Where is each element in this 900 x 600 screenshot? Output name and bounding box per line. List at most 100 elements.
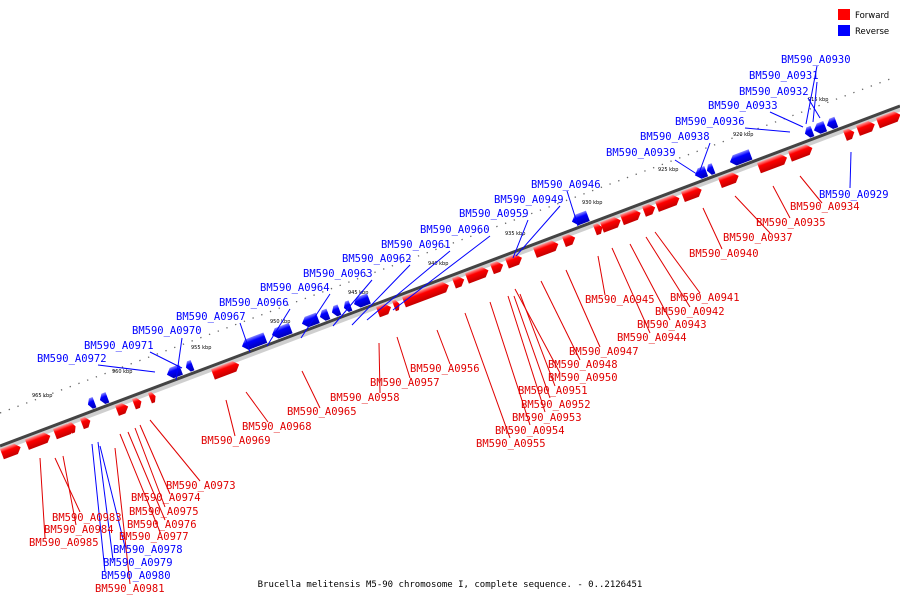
gene-label-forward[interactable]: BM590_A0945 <box>585 294 655 306</box>
gene-label-forward[interactable]: BM590_A0943 <box>637 319 707 331</box>
gene-label-forward[interactable]: BM590_A0953 <box>512 412 582 424</box>
gene-label-forward[interactable]: BM590_A0934 <box>790 201 860 213</box>
gene-label-forward[interactable]: BM590_A0977 <box>119 531 189 543</box>
gene-label-reverse[interactable]: BM590_A0972 <box>37 353 107 365</box>
gene-label-forward[interactable]: BM590_A0956 <box>410 363 480 375</box>
gene-label-reverse[interactable]: BM590_A0970 <box>132 325 202 337</box>
gene-arrow-forward[interactable] <box>490 260 505 275</box>
gene-arrow-forward[interactable] <box>642 202 657 217</box>
gene-label-forward[interactable]: BM590_A0957 <box>370 377 440 389</box>
gene-arrow-reverse[interactable] <box>184 360 195 373</box>
gene-arrow-forward[interactable] <box>465 265 490 284</box>
gene-arrow-forward[interactable] <box>376 302 393 318</box>
gene-arrow-forward[interactable] <box>25 431 52 450</box>
gene-arrow-forward[interactable] <box>148 391 158 404</box>
gene-arrow-forward[interactable] <box>505 253 524 269</box>
gene-arrow-reverse[interactable] <box>98 392 110 405</box>
gene-arrow-reverse[interactable] <box>318 308 331 322</box>
gene-arrow-forward[interactable] <box>655 193 681 212</box>
gene-label-forward[interactable]: BM590_A0944 <box>617 332 687 344</box>
gene-label-reverse[interactable]: BM590_A0966 <box>219 297 289 309</box>
gene-label-forward[interactable]: BM590_A0976 <box>127 519 197 531</box>
gene-arrow-forward[interactable] <box>856 119 877 136</box>
gene-label-reverse[interactable]: BM590_A0932 <box>739 86 809 98</box>
gene-label-reverse[interactable]: BM590_A0979 <box>103 557 173 569</box>
gene-arrow-forward[interactable] <box>843 127 856 141</box>
gene-label-reverse[interactable]: BM590_A0939 <box>606 147 676 159</box>
gene-label-reverse[interactable]: BM590_A0959 <box>459 208 529 220</box>
gene-label-reverse[interactable]: BM590_A0960 <box>420 224 490 236</box>
gene-label-forward[interactable]: BM590_A0955 <box>476 438 546 450</box>
gene-label-forward[interactable]: BM590_A0947 <box>569 346 639 358</box>
leader-line <box>807 97 821 119</box>
gene-label-reverse[interactable]: BM590_A0961 <box>381 239 451 251</box>
gene-arrow-forward[interactable] <box>0 442 23 460</box>
gene-label-forward[interactable]: BM590_A0984 <box>44 524 114 536</box>
gene-label-forward[interactable]: BM590_A0948 <box>548 359 618 371</box>
gene-label-forward[interactable]: BM590_A0940 <box>689 248 759 260</box>
gene-label-forward[interactable]: BM590_A0983 <box>52 512 122 524</box>
gene-label-reverse[interactable]: BM590_A0963 <box>303 268 373 280</box>
gene-arrow-reverse[interactable] <box>803 125 815 139</box>
gene-arrow-forward[interactable] <box>718 171 741 189</box>
gene-arrow-reverse[interactable] <box>270 322 293 340</box>
gene-label-reverse[interactable]: BM590_A0930 <box>781 54 851 66</box>
gene-label-forward[interactable]: BM590_A0951 <box>518 385 588 397</box>
gene-arrow-forward[interactable] <box>402 280 451 308</box>
gene-label-reverse[interactable]: BM590_A0933 <box>708 100 778 112</box>
gene-arrow-forward[interactable] <box>68 421 78 434</box>
gene-label-reverse[interactable]: BM590_A0962 <box>342 253 412 265</box>
gene-label-forward[interactable]: BM590_A0974 <box>131 492 201 504</box>
gene-arrow-forward[interactable] <box>53 422 76 440</box>
gene-arrow-forward[interactable] <box>392 299 402 312</box>
gene-arrow-reverse[interactable] <box>728 149 753 167</box>
gene-label-reverse[interactable]: BM590_A0980 <box>101 570 171 582</box>
gene-arrow-reverse[interactable] <box>165 364 183 380</box>
gene-label-forward[interactable]: BM590_A0965 <box>287 406 357 418</box>
gene-label-reverse[interactable]: BM590_A0946 <box>531 179 601 191</box>
gene-label-forward[interactable]: BM590_A0969 <box>201 435 271 447</box>
gene-arrow-forward[interactable] <box>876 110 900 129</box>
gene-label-forward[interactable]: BM590_A0954 <box>495 425 565 437</box>
gene-label-reverse[interactable]: BM590_A0936 <box>675 116 745 128</box>
gene-arrow-forward[interactable] <box>788 143 814 162</box>
gene-arrow-reverse[interactable] <box>812 121 828 136</box>
gene-label-forward[interactable]: BM590_A0937 <box>723 232 793 244</box>
gene-label-reverse[interactable]: BM590_A0938 <box>640 131 710 143</box>
gene-label-reverse[interactable]: BM590_A0978 <box>113 544 183 556</box>
gene-label-reverse[interactable]: BM590_A0949 <box>494 194 564 206</box>
gene-label-forward[interactable]: BM590_A0981 <box>95 583 165 595</box>
gene-label-reverse[interactable]: BM590_A0971 <box>84 340 154 352</box>
gene-arrow-reverse[interactable] <box>825 116 839 131</box>
gene-label-forward[interactable]: BM590_A0968 <box>242 421 312 433</box>
gene-arrow-forward[interactable] <box>757 152 789 174</box>
gene-label-forward[interactable]: BM590_A0941 <box>670 292 740 304</box>
gene-arrow-forward[interactable] <box>211 359 241 380</box>
gene-label-forward[interactable]: BM590_A0935 <box>756 217 826 229</box>
gene-label-forward[interactable]: BM590_A0950 <box>548 372 618 384</box>
gene-arrow-reverse[interactable] <box>342 300 353 313</box>
gene-arrow-forward[interactable] <box>115 401 130 416</box>
gene-arrow-forward[interactable] <box>533 239 560 258</box>
gene-arrow-forward[interactable] <box>80 416 92 430</box>
gene-arrow-forward[interactable] <box>620 208 643 226</box>
gene-arrow-reverse[interactable] <box>330 304 342 318</box>
gene-label-forward[interactable]: BM590_A0985 <box>29 537 99 549</box>
gene-label-forward[interactable]: BM590_A0958 <box>330 392 400 404</box>
gene-arrow-forward[interactable] <box>681 185 704 203</box>
gene-label-reverse[interactable]: BM590_A0931 <box>749 70 819 82</box>
gene-arrow-reverse[interactable] <box>86 397 97 410</box>
gene-label-reverse[interactable]: BM590_A0964 <box>260 282 330 294</box>
gene-label-reverse[interactable]: BM590_A0967 <box>176 311 246 323</box>
gene-label-forward[interactable]: BM590_A0973 <box>166 480 236 492</box>
gene-arrow-forward[interactable] <box>132 396 143 410</box>
gene-label-forward[interactable]: BM590_A0942 <box>655 306 725 318</box>
gene-arrow-forward[interactable] <box>452 274 466 289</box>
gene-arrow-forward[interactable] <box>593 222 604 236</box>
gene-arrow-reverse[interactable] <box>705 163 716 176</box>
gene-label-reverse[interactable]: BM590_A0929 <box>819 189 889 201</box>
gene-arrow-forward[interactable] <box>600 215 623 233</box>
gene-label-forward[interactable]: BM590_A0952 <box>521 399 591 411</box>
gene-label-forward[interactable]: BM590_A0975 <box>129 506 199 518</box>
gene-arrow-forward[interactable] <box>562 232 577 247</box>
